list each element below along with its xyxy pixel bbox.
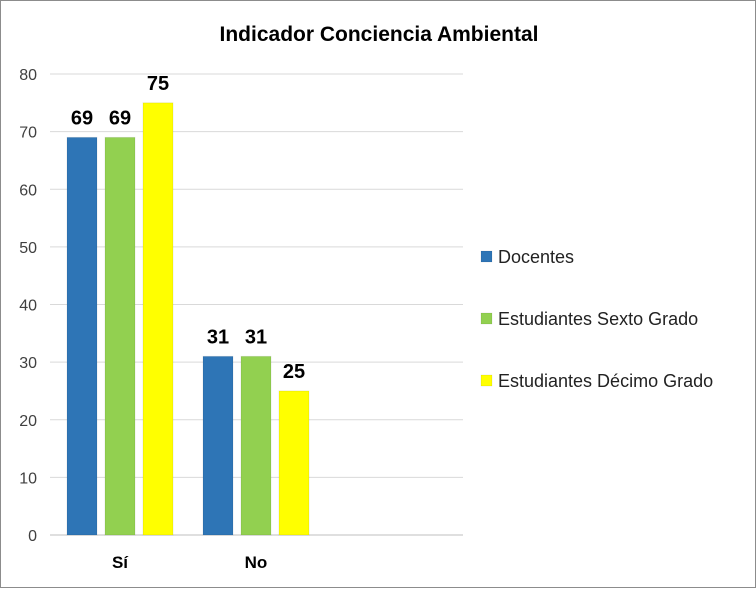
chart-title: Indicador Conciencia Ambiental — [220, 23, 539, 46]
y-tick-label: 30 — [19, 355, 37, 372]
bar — [66, 136, 98, 536]
legend-entry: Estudiantes Sexto Grado — [498, 309, 698, 329]
data-label: 31 — [245, 326, 267, 348]
data-label: 69 — [109, 107, 131, 129]
y-tick-label: 10 — [19, 470, 37, 487]
legend-swatch — [480, 374, 493, 387]
y-tick-label: 60 — [19, 182, 37, 199]
y-tick-label: 50 — [19, 240, 37, 257]
legend-swatch — [480, 250, 493, 263]
data-label: 25 — [283, 361, 305, 383]
bar — [202, 355, 234, 536]
data-labels: 69 69 75 31 31 25 — [71, 73, 305, 383]
bar — [240, 355, 272, 536]
y-tick-label: 70 — [19, 125, 37, 142]
bar — [278, 390, 310, 536]
y-tick-label: 20 — [19, 413, 37, 430]
y-tick-label: 80 — [19, 67, 37, 84]
data-label: 75 — [147, 73, 169, 95]
legend: Docentes Estudiantes Sexto Grado Estudiant… — [480, 247, 713, 391]
x-axis: Sí No — [112, 553, 267, 572]
bar — [104, 136, 136, 536]
x-tick-label: Sí — [112, 553, 129, 572]
legend-entry: Docentes — [498, 247, 574, 267]
y-axis: 0 10 20 30 40 50 60 70 80 — [19, 67, 37, 545]
bars — [66, 102, 310, 536]
y-tick-label: 40 — [19, 298, 37, 315]
data-label: 31 — [207, 326, 229, 348]
data-label: 69 — [71, 107, 93, 129]
legend-swatch — [480, 312, 493, 325]
legend-entry: Estudiantes Décimo Grado — [498, 371, 713, 391]
x-tick-label: No — [245, 553, 268, 572]
y-tick-label: 0 — [28, 528, 37, 545]
bar — [142, 102, 174, 536]
